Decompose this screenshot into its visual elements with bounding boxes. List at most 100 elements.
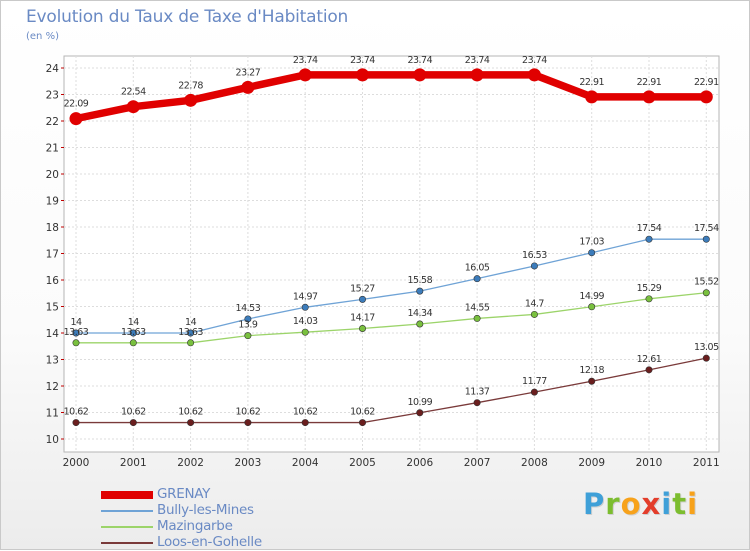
data-label: 13.05 (694, 342, 719, 353)
data-label: 16.53 (522, 250, 547, 261)
data-label: 11.77 (522, 376, 547, 387)
data-point (645, 235, 653, 243)
data-point (416, 409, 424, 417)
chart-subtitle: (en %) (26, 31, 59, 42)
data-point (72, 339, 80, 347)
data-point (129, 419, 137, 427)
data-point (588, 249, 596, 257)
data-point (184, 93, 198, 107)
data-label: 14 (70, 317, 82, 328)
data-point (699, 90, 713, 104)
data-point (69, 112, 83, 126)
data-point (356, 68, 369, 82)
data-point (473, 314, 481, 322)
x-tick-label: 2011 (693, 457, 720, 469)
legend-swatch (101, 510, 153, 512)
data-label: 23.74 (465, 55, 490, 66)
data-point (187, 419, 195, 427)
y-tick-label: 16 (46, 275, 60, 287)
y-tick-label: 14 (46, 328, 60, 340)
y-tick-label: 11 (46, 408, 59, 420)
series-line-1 (75, 238, 707, 334)
data-point (702, 289, 710, 297)
data-label: 22.54 (121, 87, 146, 98)
y-tick-label: 21 (46, 143, 59, 155)
data-label: 17.54 (694, 223, 719, 234)
data-label: 23.27 (236, 67, 261, 78)
proxiti-logo: Proxiti (583, 487, 698, 521)
data-point (187, 339, 195, 347)
data-label: 15.58 (407, 275, 432, 286)
legend-swatch (101, 542, 153, 544)
data-label: 22.91 (694, 77, 719, 88)
logo-letter: t (672, 487, 688, 521)
data-label: 10.62 (236, 407, 261, 418)
data-point (72, 329, 80, 337)
data-point (470, 68, 484, 82)
data-label: 14.34 (407, 308, 432, 319)
data-point (702, 354, 710, 362)
y-tick-label: 12 (46, 381, 59, 393)
x-tick-label: 2007 (464, 457, 491, 469)
data-point (645, 366, 653, 374)
data-point (588, 303, 596, 311)
data-label: 14 (185, 317, 197, 328)
data-label: 13.63 (121, 327, 146, 338)
data-label: 22.78 (178, 80, 203, 91)
data-point (126, 100, 140, 114)
logo-letter: P (583, 487, 606, 521)
x-tick-label: 2004 (292, 457, 319, 469)
data-label: 15.52 (694, 277, 719, 288)
data-point (588, 377, 596, 385)
series-line-3 (75, 357, 707, 424)
data-label: 23.74 (293, 55, 318, 66)
logo-letter: i (687, 487, 699, 521)
y-tick-label: 13 (46, 355, 59, 367)
data-label: 22.91 (637, 77, 662, 88)
data-label: 13.63 (178, 327, 203, 338)
series-line-2 (75, 292, 707, 344)
y-tick-label: 20 (46, 169, 59, 181)
data-point (72, 419, 80, 427)
legend-label: Mazingarbe (157, 518, 233, 534)
data-point (530, 262, 538, 270)
y-tick-label: 17 (46, 249, 59, 261)
data-label: 23.74 (407, 55, 432, 66)
data-point (530, 388, 538, 396)
y-tick-label: 22 (46, 116, 59, 128)
data-point (244, 332, 252, 340)
data-point (244, 419, 252, 427)
data-label: 17.54 (637, 223, 662, 234)
x-tick-label: 2001 (120, 457, 147, 469)
series-line-0 (72, 71, 711, 123)
x-tick-label: 2010 (636, 457, 663, 469)
data-label: 14.03 (293, 316, 318, 327)
data-point (129, 339, 137, 347)
logo-letter: i (661, 487, 673, 521)
y-tick-label: 19 (46, 196, 59, 208)
y-tick-label: 24 (46, 63, 60, 75)
data-point (358, 419, 366, 427)
x-tick-label: 2002 (177, 457, 204, 469)
data-point (473, 275, 481, 283)
data-point (301, 303, 309, 311)
data-point (129, 329, 137, 337)
y-tick-label: 15 (46, 302, 59, 314)
data-label: 23.74 (522, 55, 547, 66)
data-label: 14.53 (236, 303, 261, 314)
data-label: 15.29 (637, 283, 662, 294)
data-point (642, 90, 656, 104)
data-point (530, 310, 538, 318)
data-label: 15.27 (350, 283, 375, 294)
data-label: 10.62 (293, 407, 318, 418)
x-tick-label: 2003 (235, 457, 262, 469)
data-label: 10.62 (121, 407, 146, 418)
data-label: 22.91 (579, 77, 604, 88)
data-point (241, 80, 255, 94)
x-tick-label: 2009 (578, 457, 605, 469)
legend-label: Loos-en-Gohelle (157, 534, 262, 550)
y-tick-label: 18 (46, 222, 59, 234)
data-point (416, 320, 424, 328)
legend-label: Bully-les-Mines (157, 502, 254, 518)
